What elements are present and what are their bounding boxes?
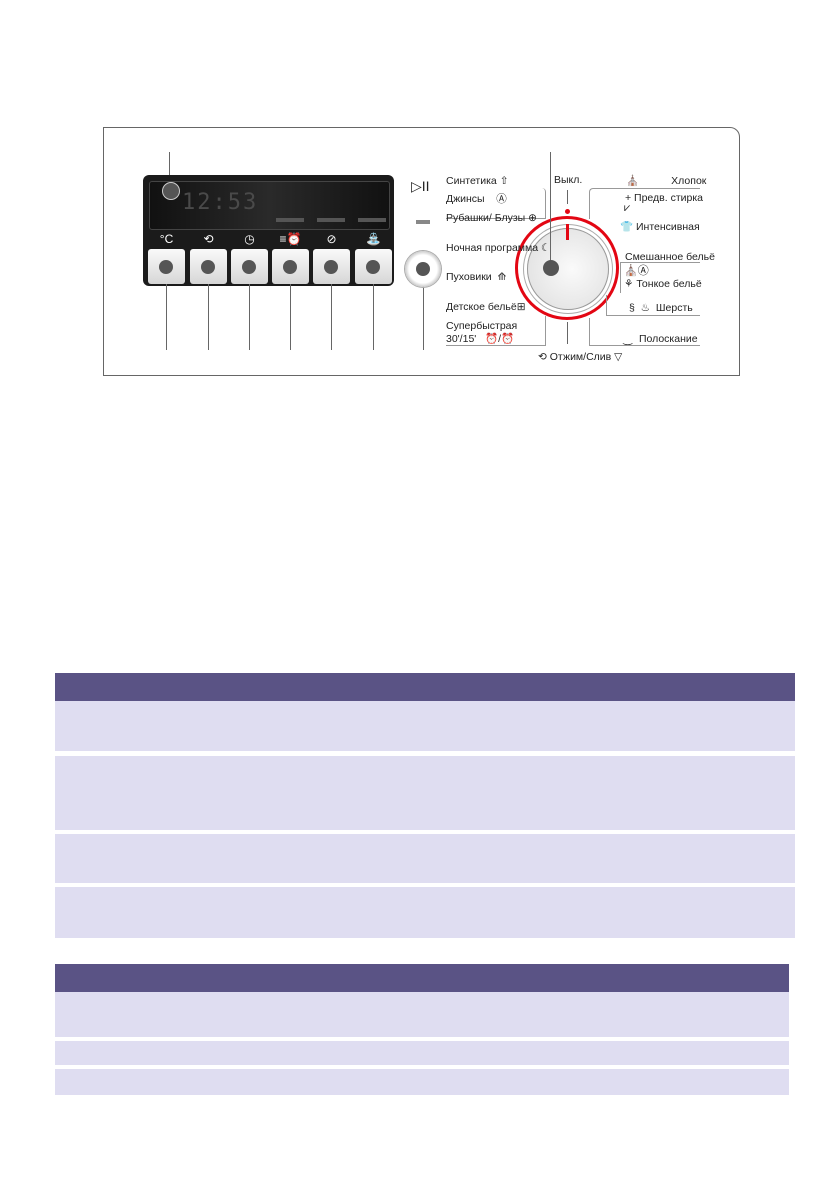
table-row — [55, 701, 795, 751]
wool-icon: § ♨ — [629, 302, 656, 314]
callout-line — [423, 284, 424, 350]
rinse-plus-icon: ⛲ — [366, 232, 381, 246]
program-jeans[interactable]: Джинсы Ⓐ — [446, 193, 507, 205]
display-bar — [276, 218, 304, 222]
rinse-icon: ⏝ — [623, 333, 639, 345]
program-synthetics[interactable]: Синтетика ⇧ — [446, 175, 509, 187]
display-bar — [317, 218, 345, 222]
cotton-icon: ⛪ — [626, 175, 640, 187]
table-row — [55, 756, 795, 830]
plus-box-icon: ⊞ — [516, 301, 526, 313]
table-row — [55, 1041, 789, 1065]
spin-icon: ⟲ — [538, 351, 550, 363]
callout-dot — [201, 260, 215, 274]
dial-pointer — [566, 224, 569, 240]
dial-off-tick — [567, 190, 568, 204]
program-line — [620, 262, 700, 293]
callout-dot — [283, 260, 297, 274]
spin-button[interactable] — [190, 249, 227, 284]
temperature-button[interactable] — [148, 249, 185, 284]
program-night[interactable]: Ночная программа ☾ — [446, 242, 551, 254]
display-time: 12:53 — [182, 190, 259, 215]
program-baby[interactable]: Детское бельё⊞ — [446, 301, 526, 313]
callout-dot — [416, 262, 430, 276]
delicate-icon: ⚘ — [624, 278, 637, 290]
shirt-icon: ⊕ — [528, 212, 537, 224]
down-icon: ⟰ — [497, 271, 507, 283]
start-pause-button[interactable] — [405, 251, 441, 287]
program-cotton[interactable]: ⛪ Хлопок — [626, 175, 707, 187]
callout-dot — [324, 260, 338, 274]
program-mixed[interactable]: Смешанное бельё — [625, 251, 715, 263]
program-line — [589, 188, 700, 219]
display-screen — [149, 181, 390, 230]
temperature-icon: °C — [159, 232, 174, 246]
callout-line — [208, 284, 209, 350]
callout-dot — [366, 260, 380, 274]
callout-line-display — [169, 152, 170, 188]
callout-line — [373, 284, 374, 350]
table-row — [55, 887, 795, 938]
callout-line-dial — [550, 152, 551, 262]
program-delicate[interactable]: ⚘ Тонкое бельё — [624, 278, 702, 290]
program-prewash[interactable]: + Предв. стирка — [625, 192, 704, 204]
stain-icon: ⊘ — [326, 232, 337, 246]
table-2-header — [55, 964, 789, 992]
program-line — [589, 318, 700, 346]
intensive-icon: 👕 — [620, 221, 636, 233]
table-row — [55, 1069, 789, 1095]
program-line — [606, 295, 700, 316]
stain-button[interactable] — [313, 249, 350, 284]
program-line — [446, 316, 546, 346]
callout-dot — [159, 260, 173, 274]
spin-icon: ⟲ — [203, 232, 214, 246]
callout-dot-display — [162, 182, 180, 200]
rinse-plus-button[interactable] — [355, 249, 392, 284]
table-row — [55, 992, 789, 1037]
prewash-icon: ⩗ — [624, 202, 631, 214]
dial-off-label: Выкл. — [554, 174, 583, 186]
program-wool[interactable]: § ♨ Шерсть — [629, 302, 693, 314]
night-icon: ☾ — [540, 242, 551, 254]
callout-line — [290, 284, 291, 350]
mixed-icon: ⛪Ⓐ — [624, 265, 649, 277]
dial-spin-tick — [567, 322, 568, 344]
dial-off-marker — [565, 209, 570, 214]
clock-icon: ◷ — [244, 232, 255, 246]
program-shirts[interactable]: Рубашки/ Блузы ⊕ — [446, 212, 537, 224]
speed-perfect-button[interactable] — [272, 249, 309, 284]
program-intensive[interactable]: 👕 Интенсивная — [620, 221, 700, 233]
spin-drain-program[interactable]: ⟲ Отжим/Слив ▽ — [538, 351, 623, 363]
speed-alarm-icon: ≡⏰ — [279, 232, 302, 246]
display-bar — [358, 218, 386, 222]
program-dial-knob[interactable] — [527, 228, 609, 310]
program-superfast[interactable]: Супербыстрая 30'/15' ⏰/⏰ — [446, 320, 518, 345]
speed-icon: ⏰/⏰ — [485, 333, 515, 345]
table-row — [55, 834, 795, 883]
start-indicator — [416, 220, 430, 224]
finish-time-button[interactable] — [231, 249, 268, 284]
program-rinse[interactable]: ⏝ Полоскание — [623, 333, 698, 345]
callout-dot-dial — [543, 260, 559, 276]
control-panel-frame — [103, 127, 740, 376]
start-pause-icon: ▷II — [411, 178, 430, 194]
drain-icon: ▽ — [611, 351, 623, 363]
callout-line — [249, 284, 250, 350]
callout-line — [331, 284, 332, 350]
program-down[interactable]: Пуховики ⟰ — [446, 271, 507, 283]
callout-line — [166, 284, 167, 350]
program-line — [446, 188, 546, 219]
shirt-icon: ⇧ — [499, 175, 509, 187]
jeans-icon: Ⓐ — [496, 193, 507, 205]
table-1-header — [55, 673, 795, 701]
callout-dot — [242, 260, 256, 274]
